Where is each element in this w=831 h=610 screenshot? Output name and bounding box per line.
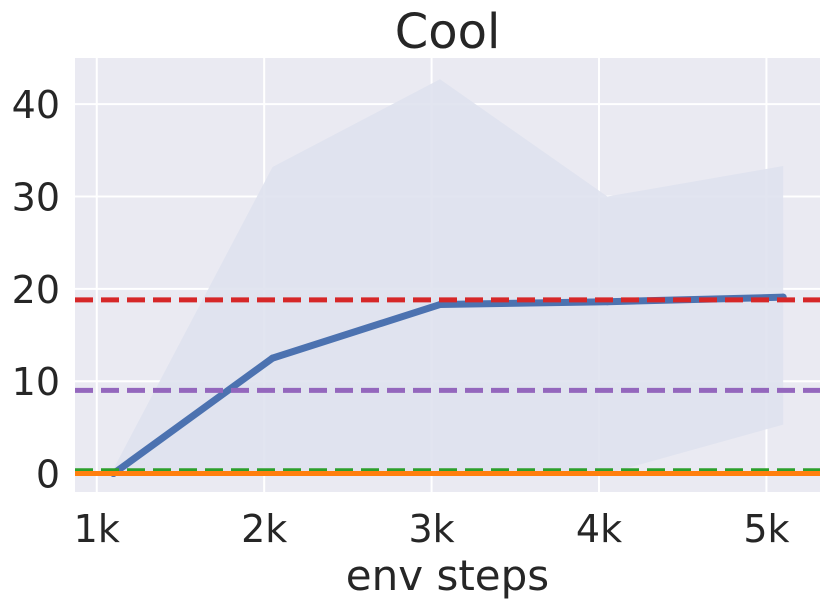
- y-tick-label: 20: [12, 268, 60, 312]
- chart-title: Cool: [395, 4, 501, 60]
- x-tick-label: 4k: [576, 507, 622, 551]
- x-tick-label: 2k: [241, 507, 287, 551]
- x-tick-label: 1k: [74, 507, 120, 551]
- y-tick-label: 10: [12, 360, 60, 404]
- y-tick-label: 0: [36, 453, 60, 497]
- data-point: [436, 301, 444, 309]
- confidence-band-0: [113, 79, 784, 474]
- data-point: [269, 354, 277, 362]
- y-tick-label: 40: [12, 83, 60, 127]
- confidence-bands: [113, 79, 784, 474]
- tick-labels: 1k 2k 3k 4k 5k 0 10 20 30 40: [12, 83, 790, 551]
- y-tick-label: 30: [12, 176, 60, 220]
- x-axis-label: env steps: [346, 551, 549, 600]
- x-tick-label: 5k: [743, 507, 789, 551]
- reference-lines: [75, 297, 820, 477]
- x-tick-label: 3k: [409, 507, 455, 551]
